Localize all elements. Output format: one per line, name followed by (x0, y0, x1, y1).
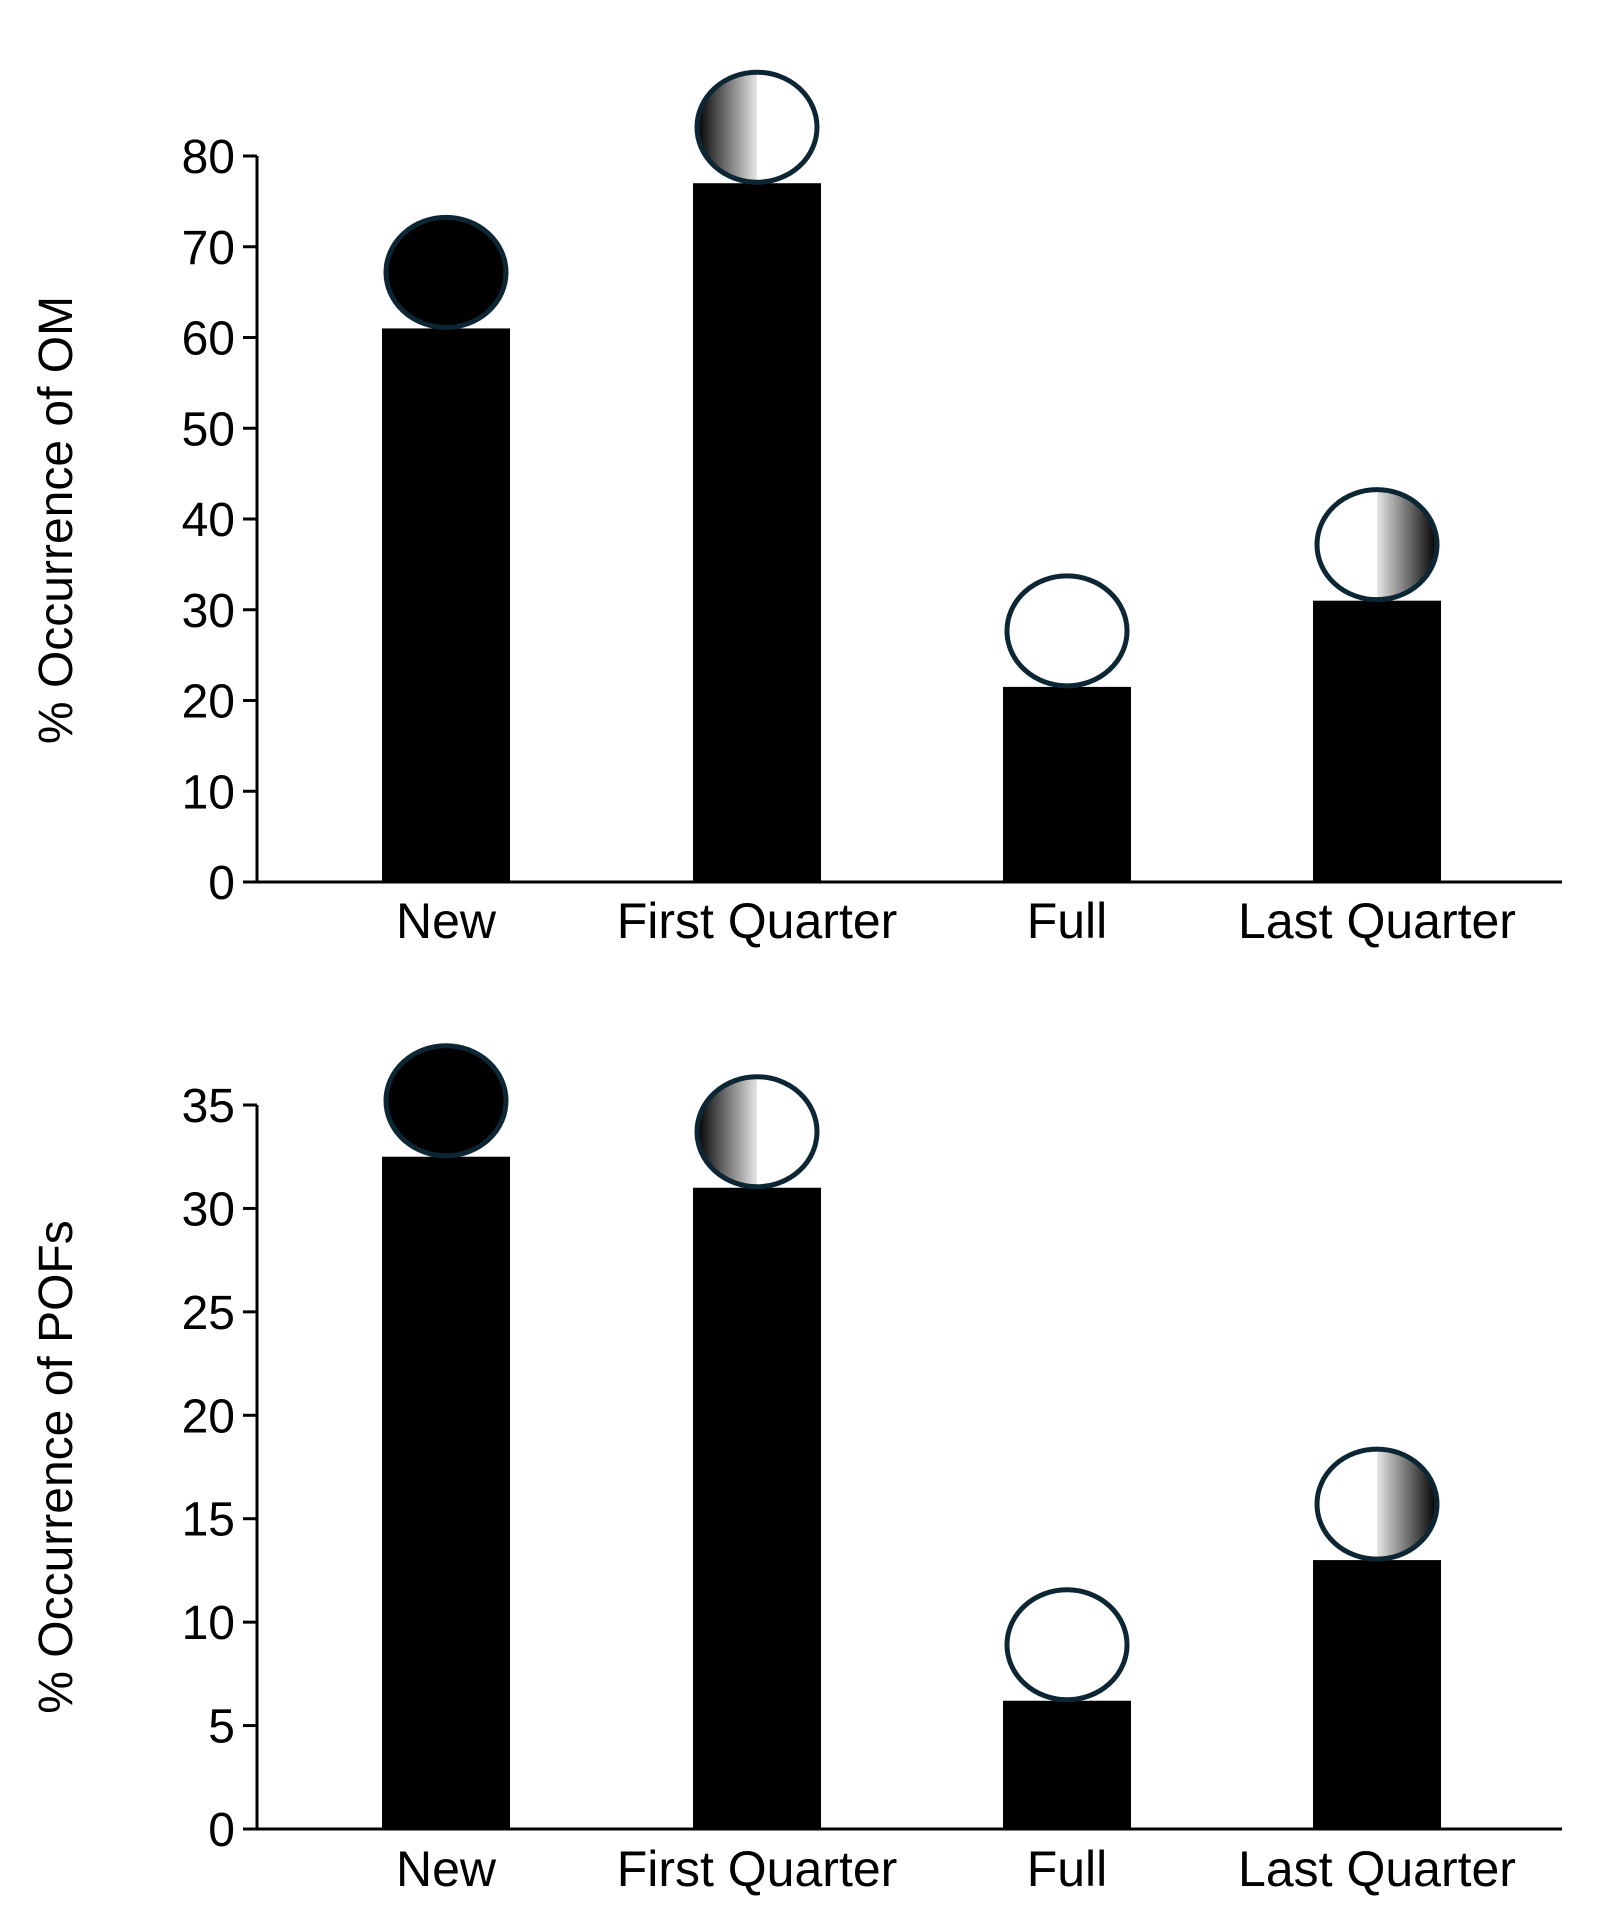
y-tick-label: 0 (208, 1804, 235, 1857)
bar-full (1003, 686, 1131, 882)
bar-last-quarter (1313, 1560, 1441, 1829)
y-tick-label: 20 (182, 1390, 235, 1443)
y-tick-label: 40 (182, 494, 235, 547)
last-quarter-moon-icon (1314, 1446, 1440, 1562)
new-moon-icon (383, 214, 509, 330)
full-moon-icon (1004, 1587, 1130, 1703)
om-occurrence-chart: 0 10 20 30 40 50 60 70 80 New First Quarter Full Las… (30, 69, 1562, 949)
bar-first-quarter (693, 1187, 821, 1829)
x-category-label: Full (1027, 1841, 1108, 1897)
y-tick-label: 80 (182, 131, 235, 184)
y-axis-title: % Occurrence of POFs (30, 1220, 83, 1713)
bar-first-quarter (693, 183, 821, 883)
y-tick-label: 20 (182, 676, 235, 729)
last-quarter-moon-icon (1314, 487, 1440, 603)
first-quarter-moon-icon (694, 69, 820, 185)
x-category-label: First Quarter (617, 893, 898, 949)
y-tick-label: 30 (182, 585, 235, 638)
bar-new (382, 1156, 510, 1829)
y-tick-label: 15 (182, 1494, 235, 1547)
y-tick-label: 50 (182, 403, 235, 456)
x-category-label: Full (1027, 893, 1108, 949)
first-quarter-moon-icon (694, 1074, 820, 1190)
x-category-label: First Quarter (617, 1841, 898, 1897)
full-moon-icon (1004, 573, 1130, 689)
pofs-occurrence-chart: 0 5 10 15 20 25 30 35 New First Quarter Full Last Q… (30, 1043, 1562, 1897)
y-tick-label: 70 (182, 222, 235, 275)
y-tick-label: 60 (182, 313, 235, 366)
y-tick-label: 10 (182, 1597, 235, 1650)
y-tick-label: 35 (182, 1080, 235, 1133)
y-tick-label: 5 (208, 1701, 235, 1754)
new-moon-icon (383, 1043, 509, 1159)
bar-last-quarter (1313, 600, 1441, 882)
y-tick-label: 25 (182, 1287, 235, 1340)
x-category-label: New (396, 1841, 497, 1897)
y-tick-label: 30 (182, 1183, 235, 1236)
bar-new (382, 328, 510, 882)
bar-full (1003, 1700, 1131, 1829)
y-tick-label: 10 (182, 766, 235, 819)
x-category-label: Last Quarter (1238, 1841, 1516, 1897)
y-tick-label: 0 (208, 857, 235, 910)
x-category-label: Last Quarter (1238, 893, 1516, 949)
y-axis-title: % Occurrence of OM (30, 296, 83, 744)
x-category-label: New (396, 893, 497, 949)
